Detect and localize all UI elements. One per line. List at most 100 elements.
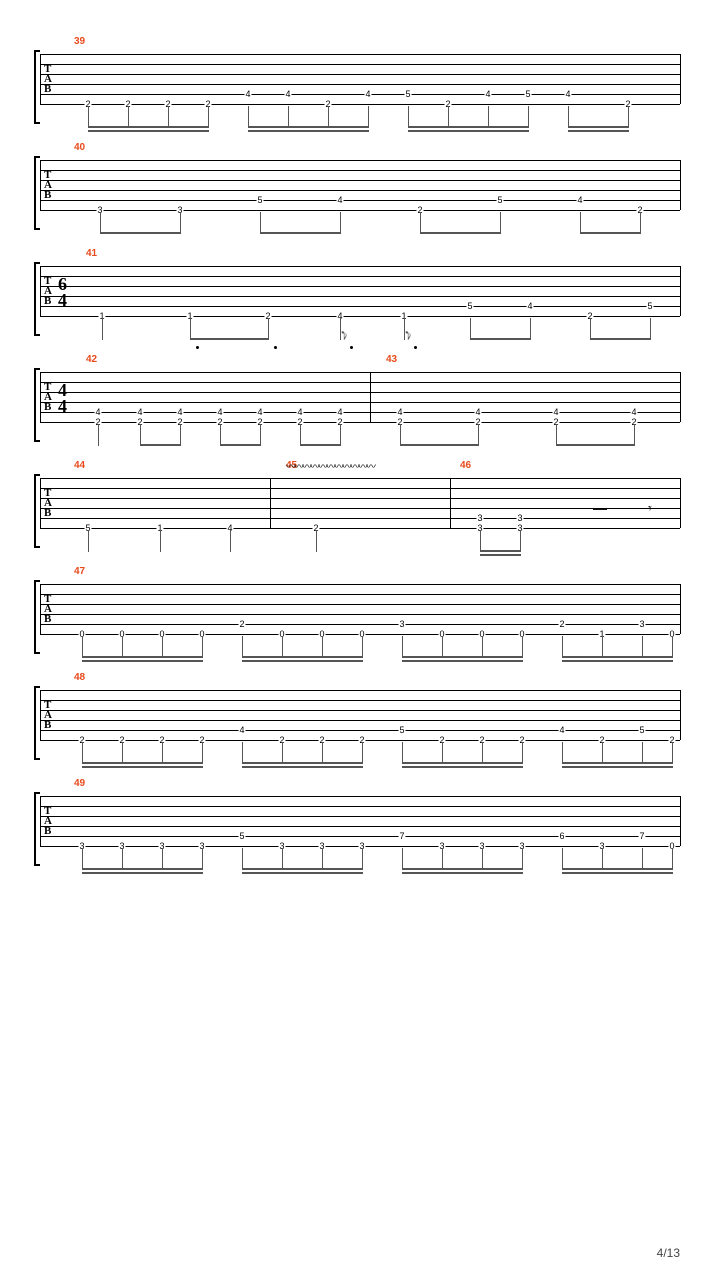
beam [82, 656, 203, 658]
fret-number: 3 [398, 620, 405, 629]
beam [562, 766, 673, 768]
fret-number: 6 [558, 832, 565, 841]
note-stem [82, 636, 83, 658]
beam [590, 338, 651, 340]
measure-number: 49 [74, 778, 85, 789]
fret-number: 5 [646, 302, 653, 311]
beam [248, 126, 369, 128]
note-stem [470, 318, 471, 340]
beam [562, 660, 673, 662]
note-stem [628, 106, 629, 128]
beam [480, 550, 521, 552]
beam [220, 444, 261, 446]
fret-number: 3 [476, 514, 483, 523]
note-stem [442, 742, 443, 764]
measure-number: 46 [460, 460, 471, 471]
tab-system: 49TAB3333533373336370 [40, 782, 680, 842]
note-stem [162, 636, 163, 658]
barline [40, 478, 41, 528]
note-stem [522, 636, 523, 658]
beam [402, 660, 523, 662]
staff-line [40, 180, 680, 181]
tab-system: 41TAB64112415425♪♪ [40, 252, 680, 312]
beam [562, 872, 673, 874]
note-stem [562, 742, 563, 764]
beam [300, 444, 341, 446]
note-stem [362, 848, 363, 870]
tab-staff: 33542542 [40, 160, 680, 220]
fret-number: 4 [136, 408, 143, 417]
fret-number: 7 [638, 832, 645, 841]
staff-line [40, 478, 680, 479]
note-stem [488, 106, 489, 128]
measure-number: 39 [74, 36, 85, 47]
staff-line [40, 64, 680, 65]
staff-line [40, 730, 680, 731]
fret-number: 4 [238, 726, 245, 735]
note-stem [242, 742, 243, 764]
staff-line [40, 276, 680, 277]
note-stem [642, 848, 643, 870]
beam [242, 660, 363, 662]
note-stem [482, 848, 483, 870]
staff-line [40, 316, 680, 317]
staff-line [40, 54, 680, 55]
beam [82, 872, 203, 874]
beam [88, 130, 209, 132]
note-stem [202, 636, 203, 658]
tab-system: 39TAB22224424524542 [40, 40, 680, 100]
staff-line [40, 402, 680, 403]
note-stem [402, 742, 403, 764]
staff-line [40, 594, 680, 595]
beam [402, 766, 523, 768]
time-signature: 44 [58, 382, 67, 414]
note-stem [122, 636, 123, 658]
beam [260, 232, 341, 234]
tab-system: 47TAB0000200030002130 [40, 570, 680, 630]
note-stem [242, 848, 243, 870]
staff-line [40, 210, 680, 211]
rest: — [593, 500, 607, 516]
note-stem [88, 106, 89, 128]
note-stem [340, 212, 341, 234]
dot [274, 346, 277, 349]
note-stem [190, 318, 191, 340]
beam [82, 868, 203, 870]
fret-number: 7 [398, 832, 405, 841]
time-signature: 64 [58, 276, 67, 308]
beam [242, 766, 363, 768]
measure-number: 47 [74, 566, 85, 577]
barline [40, 690, 41, 740]
note-stem [322, 636, 323, 658]
fret-number: 4 [296, 408, 303, 417]
staff-line [40, 806, 680, 807]
fret-number: 4 [630, 408, 637, 417]
note-stem [562, 848, 563, 870]
beam [420, 232, 501, 234]
note-stem [268, 318, 269, 340]
staff-line [40, 200, 680, 201]
staff-line [40, 372, 680, 373]
note-stem [160, 530, 161, 552]
note-stem [220, 424, 221, 446]
barline [680, 160, 681, 210]
note-stem [640, 212, 641, 234]
fret-number: 5 [466, 302, 473, 311]
note-stem [128, 106, 129, 128]
note-flag: ♪ [404, 326, 412, 344]
barline [680, 690, 681, 740]
note-stem [522, 742, 523, 764]
note-stem [288, 106, 289, 128]
staff-line [40, 700, 680, 701]
note-stem [100, 212, 101, 234]
tab-staff: 22224424524542 [40, 54, 680, 114]
staff-line [40, 94, 680, 95]
note-stem [362, 742, 363, 764]
note-stem [340, 424, 341, 446]
staff-line [40, 604, 680, 605]
fret-number: 4 [558, 726, 565, 735]
beam [140, 444, 181, 446]
beam [248, 130, 369, 132]
note-stem [530, 318, 531, 340]
fret-number: 4 [484, 90, 491, 99]
